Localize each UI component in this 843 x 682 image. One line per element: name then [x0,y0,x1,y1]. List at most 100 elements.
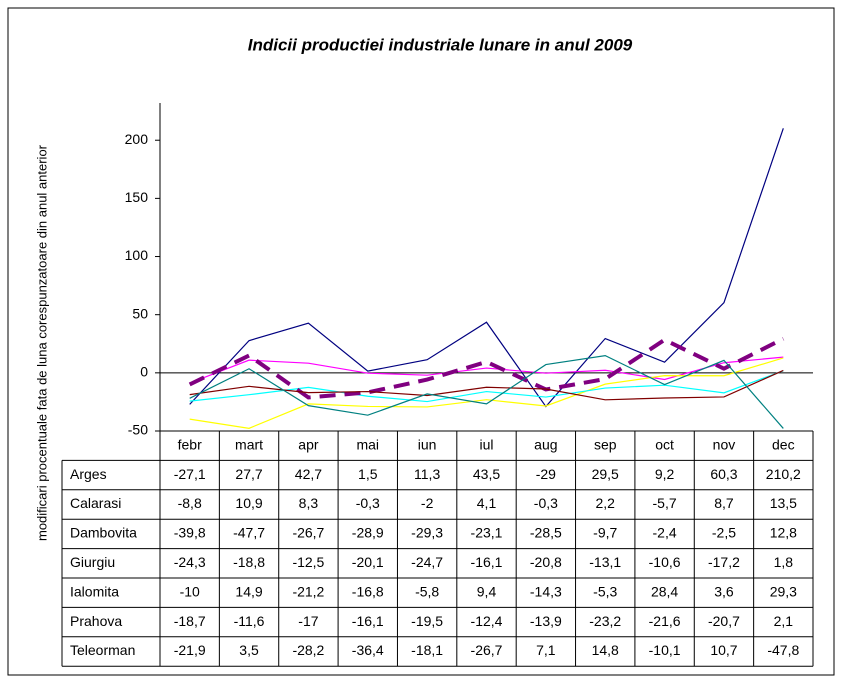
data-label: -29,3 [411,525,443,541]
data-label: -29 [536,466,556,482]
data-label: -20,8 [530,554,562,570]
data-label: -10,1 [649,642,681,658]
data-label: -21,2 [292,583,324,599]
data-label: -12,4 [471,613,503,629]
data-label: 2,1 [774,613,794,629]
legend-label: Dambovita [70,525,137,541]
data-label: 9,2 [655,466,675,482]
data-label: -19,5 [411,613,443,629]
data-label: -18,1 [411,642,443,658]
data-label: -0,3 [534,495,558,511]
data-label: 9,4 [477,583,497,599]
x-tick-label: iun [418,436,437,452]
data-label: -14,3 [530,583,562,599]
y-tick-label: 50 [132,305,148,321]
data-label: 11,3 [414,466,440,482]
data-label: 3,6 [714,583,734,599]
data-label: 210,2 [766,466,801,482]
legend-label: Prahova [70,613,122,629]
data-label: -8,8 [178,495,202,511]
legend-label: Calarasi [70,495,121,511]
data-label: 60,3 [710,466,737,482]
data-label: -11,6 [234,613,265,629]
data-label: -28,9 [352,525,384,541]
data-label: 4,1 [477,495,497,511]
data-label: -23,1 [471,525,503,541]
series-line [189,356,784,384]
data-label: -23,2 [589,613,621,629]
data-label: -39,8 [174,525,206,541]
data-label: -24,3 [174,554,206,570]
data-label: 10,7 [710,642,737,658]
x-tick-label: oct [655,436,674,452]
series-line [189,369,784,401]
y-tick-label: 200 [125,131,149,147]
data-label: 8,7 [714,495,734,511]
data-label: -16,8 [352,583,384,599]
data-label: -5,3 [593,583,617,599]
data-label: 3,5 [239,642,259,658]
data-label: -2 [421,495,434,511]
data-label: -5,8 [415,583,439,599]
data-label: -26,7 [471,642,503,658]
data-label: -13,9 [530,613,562,629]
x-tick-label: dec [772,436,795,452]
y-tick-label: 0 [140,364,148,380]
chart-title: Indicii productiei industriale lunare in… [248,35,633,54]
data-label: -16,1 [471,554,503,570]
x-tick-label: aug [534,436,557,452]
data-label: 14,8 [592,642,619,658]
series-line [189,370,784,403]
x-tick-label: apr [298,436,319,452]
data-label: -2,4 [653,525,677,541]
data-label: -0,3 [356,495,380,511]
data-label: 42,7 [295,466,322,482]
legend-label: Arges [70,466,107,482]
data-label: 27,7 [235,466,262,482]
series-line [188,336,785,400]
data-label: 43,5 [473,466,500,482]
data-label: -27,1 [174,466,206,482]
data-label: 29,5 [592,466,619,482]
x-tick-label: sep [594,436,617,452]
series-line [189,357,784,429]
chart-frame [7,7,835,676]
data-label: -21,6 [649,613,681,629]
x-tick-label: iul [479,436,493,452]
data-label: -18,8 [233,554,265,570]
data-label: -21,9 [174,642,206,658]
data-label: -17,2 [708,554,740,570]
legend-label: Ialomita [70,583,119,599]
y-axis-label: modificari procentuale fata de luna core… [34,144,49,541]
data-label: 7,1 [536,642,556,658]
data-label: -20,1 [352,554,384,570]
data-label: -36,4 [352,642,384,658]
x-tick-label: nov [713,436,736,452]
data-label: -20,7 [708,613,740,629]
data-label: -5,7 [653,495,677,511]
data-label: -16,1 [352,613,384,629]
data-label: 28,4 [651,583,678,599]
series-line [189,355,784,429]
data-label: 8,3 [299,495,319,511]
data-label: 10,9 [235,495,262,511]
y-tick-label: 150 [125,189,149,205]
data-label: 1,8 [774,554,794,570]
data-label: -10,6 [649,554,681,570]
data-label: -28,5 [530,525,562,541]
data-label: -28,2 [292,642,324,658]
data-label: -47,8 [767,642,799,658]
y-tick-label: 100 [125,247,149,263]
series-line [189,128,784,408]
data-label: 2,2 [595,495,615,511]
data-label: -13,1 [589,554,621,570]
legend-label: Teleorman [70,642,135,658]
data-label: -47,7 [233,525,265,541]
x-tick-label: mai [356,436,379,452]
data-label: -18,7 [174,613,206,629]
data-label: 1,5 [358,466,378,482]
legend-label: Giurgiu [70,554,115,570]
data-label: -10 [180,583,200,599]
data-label: -9,7 [593,525,617,541]
